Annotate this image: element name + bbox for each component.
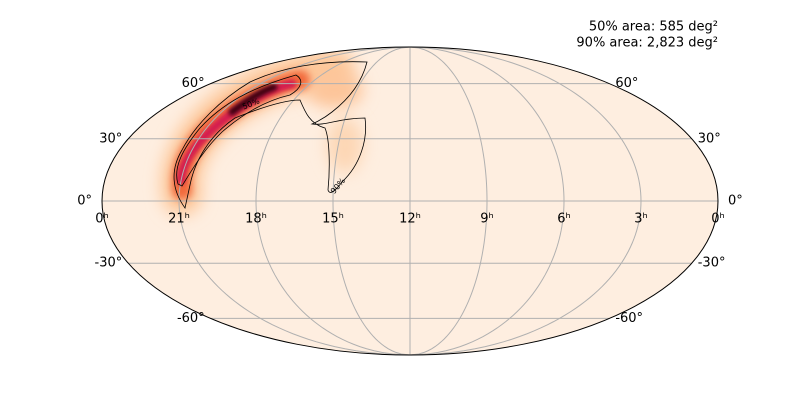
heat-peak: [228, 83, 278, 116]
longitude-label: 0ʰ: [711, 212, 725, 227]
longitude-label: 3ʰ: [634, 212, 648, 227]
heat-lobe: [307, 72, 363, 108]
heat-lobe: [327, 117, 363, 173]
meridian: [409, 47, 565, 355]
longitude-label: 9ʰ: [480, 212, 494, 227]
contour-50: [176, 74, 302, 187]
longitude-label: 21ʰ: [168, 212, 190, 227]
latitude-label: 60°: [182, 76, 205, 91]
longitude-label: 6ʰ: [557, 212, 571, 227]
annotation: 90% area: 2,823 deg²: [576, 36, 718, 51]
graticule: [102, 47, 718, 355]
contour-90: [173, 61, 368, 209]
meridian: [332, 47, 411, 355]
latitude-label: -60°: [615, 311, 643, 326]
latitude-label: -30°: [698, 256, 726, 271]
latitude-label: 30°: [698, 131, 721, 146]
latitude-label: 0°: [728, 194, 743, 209]
longitude-label: 12ʰ: [399, 212, 421, 227]
annotation: 50% area: 585 deg²: [589, 20, 718, 35]
meridian: [178, 47, 411, 355]
latitude-label: 60°: [615, 76, 638, 91]
meridian: [409, 47, 642, 355]
longitude-label: 18ʰ: [245, 212, 267, 227]
longitude-label: 15ʰ: [322, 212, 344, 227]
longitude-label: 0ʰ: [95, 212, 109, 227]
sky-boundary: [101, 46, 719, 356]
latitude-label: -60°: [177, 311, 205, 326]
meridian: [255, 47, 411, 355]
latitude-label: 30°: [99, 131, 122, 146]
meridian: [409, 47, 488, 355]
latitude-label: -30°: [95, 256, 123, 271]
latitude-label: 0°: [77, 194, 92, 209]
